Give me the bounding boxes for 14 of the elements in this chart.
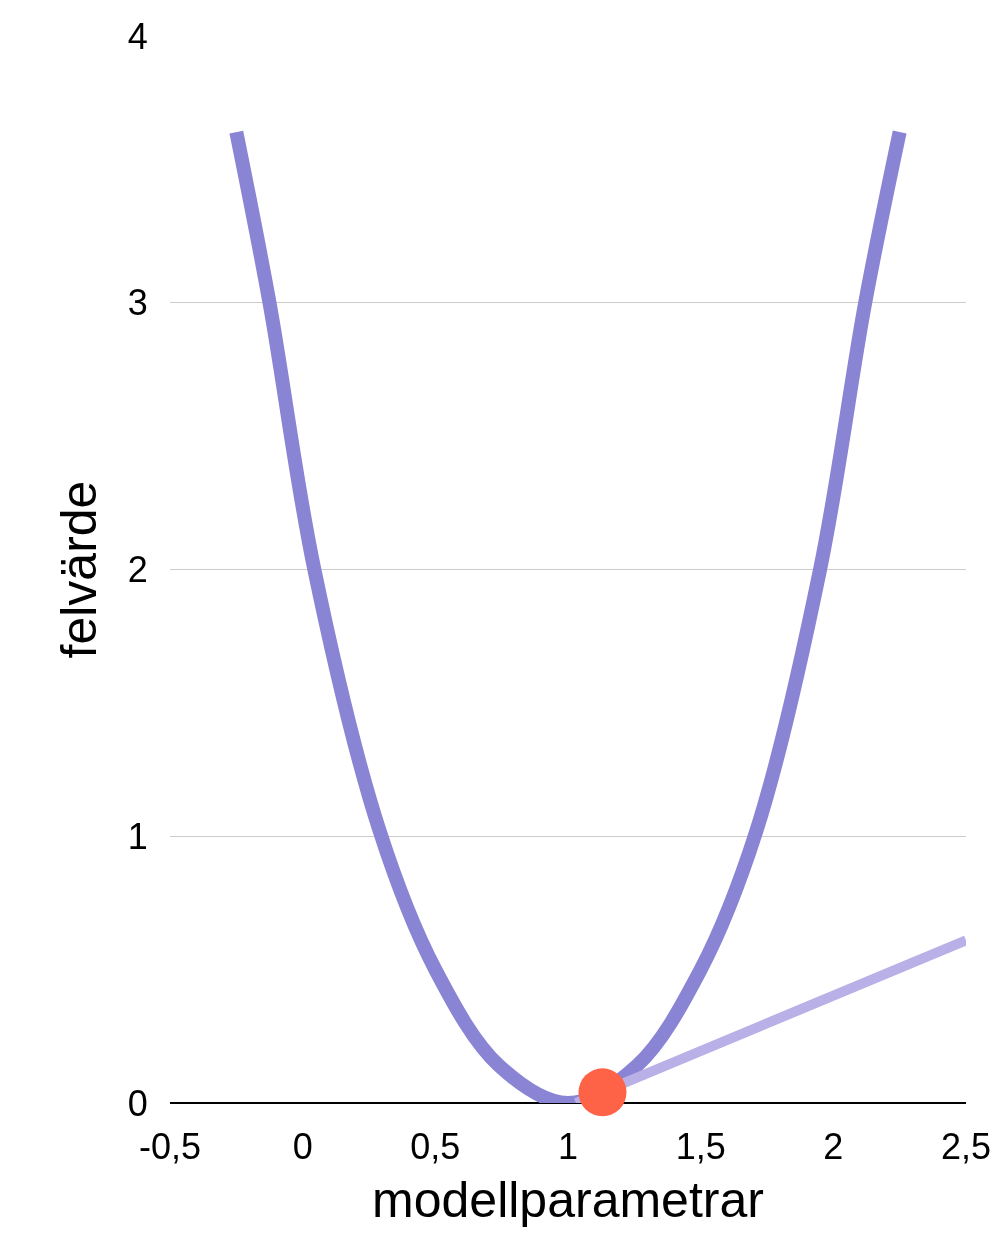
x-tick-label: 0,5 (410, 1126, 461, 1168)
x-tick-label: 2 (823, 1126, 844, 1168)
x-tick-label: 1 (557, 1126, 579, 1168)
y-tick-label: 4 (127, 15, 148, 57)
x-tick-label: -0,5 (138, 1126, 202, 1168)
y-tick-label: 3 (127, 282, 148, 324)
y-tick-label: 1 (127, 815, 148, 857)
x-tick-label: 2,5 (940, 1126, 992, 1168)
y-tick-label: 0 (127, 1082, 148, 1124)
x-tick-label: 1,5 (675, 1126, 726, 1168)
y-tick-label: 2 (127, 549, 148, 591)
x-axis-title: modellparametrar (372, 1171, 764, 1228)
y-axis-title: felvärde (50, 480, 107, 659)
x-tick-label: 0 (292, 1126, 313, 1168)
